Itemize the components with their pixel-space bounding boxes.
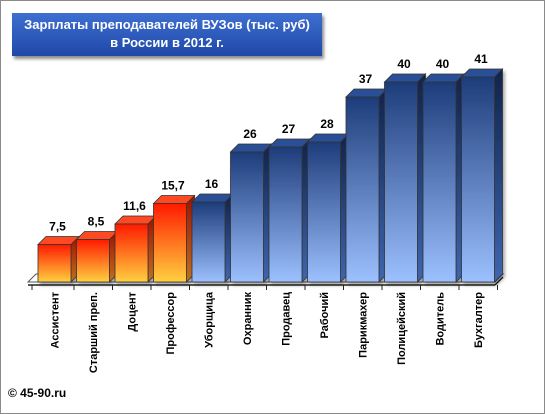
bar-side — [494, 68, 503, 283]
chart-subtitle: в России в 2012 г. — [110, 35, 224, 50]
bar-front — [37, 244, 72, 283]
category-label-10: Полицейский — [396, 292, 408, 365]
value-label-9: 37 — [359, 72, 373, 86]
bar-front — [384, 81, 418, 283]
value-label-3: 11,6 — [123, 199, 146, 213]
bar-front — [76, 239, 110, 283]
bar-7 — [268, 138, 311, 283]
category-label-9: Парикмахер — [358, 292, 370, 358]
bar-front — [345, 96, 380, 283]
chart-title-box: Зарплаты преподавателей ВУЗов (тыс. руб)… — [12, 13, 322, 56]
chart-title: Зарплаты преподавателей ВУЗов (тыс. руб) — [24, 17, 310, 32]
category-label-7: Продавец — [281, 292, 293, 346]
category-label-3: Доцент — [127, 291, 139, 331]
value-label-12: 41 — [474, 52, 488, 66]
value-label-8: 28 — [320, 117, 334, 131]
value-label-6: 26 — [243, 127, 257, 141]
bar-4 — [152, 194, 196, 283]
value-label-11: 40 — [436, 57, 450, 71]
value-label-2: 8,5 — [88, 215, 105, 229]
bar-11 — [422, 73, 465, 283]
bar-front — [268, 146, 303, 283]
bar-9 — [345, 88, 388, 283]
bar-front — [153, 203, 187, 283]
bar-front — [422, 81, 457, 283]
bar-1 — [37, 235, 80, 283]
category-label-8: Рабочий — [319, 292, 331, 338]
value-label-1: 7,5 — [49, 220, 66, 234]
bar-8 — [306, 133, 350, 283]
category-label-4: Профессор — [165, 292, 177, 355]
bar-12 — [460, 68, 504, 283]
value-label-10: 40 — [397, 57, 411, 71]
category-label-6: Охранник — [242, 292, 254, 346]
value-label-7: 27 — [282, 122, 296, 136]
bar-2 — [75, 230, 119, 283]
category-label-1: Ассистент — [50, 291, 62, 348]
bar-front — [461, 76, 495, 283]
bar-6 — [229, 143, 273, 283]
category-label-5: Уборщица — [204, 291, 216, 348]
value-label-4: 15,7 — [161, 179, 185, 193]
bar-front — [191, 201, 226, 283]
bar-front — [230, 151, 264, 283]
bar-5 — [191, 193, 234, 283]
bar-front — [307, 141, 341, 283]
category-label-12: Бухгалтер — [473, 292, 485, 348]
bar-10 — [383, 73, 427, 283]
value-label-5: 16 — [205, 177, 219, 191]
bar-front — [114, 223, 149, 283]
bar-3 — [114, 215, 157, 283]
copyright-text: © 45-90.ru — [8, 386, 67, 400]
category-label-2: Старший преп. — [88, 292, 100, 373]
category-label-11: Водитель — [435, 292, 447, 346]
